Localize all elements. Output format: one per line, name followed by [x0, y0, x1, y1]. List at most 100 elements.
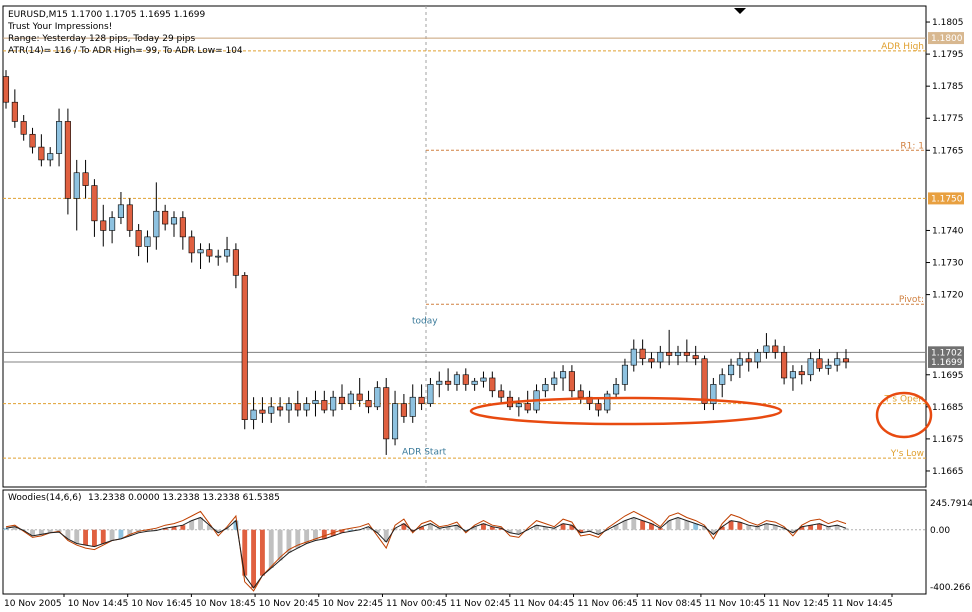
candle-body: [683, 352, 690, 356]
candle-body: [754, 352, 761, 363]
candle-body: [383, 387, 390, 440]
candle-body: [409, 396, 416, 417]
level-label: R1: 1: [900, 141, 924, 151]
candle-body: [338, 396, 346, 404]
x-tick-label: 10 Nov 16:45: [131, 599, 192, 609]
candle-body: [745, 358, 752, 363]
x-tick-label: 10 Nov 14:45: [68, 599, 129, 609]
highlight-ellipse: [469, 396, 783, 426]
candle-body: [807, 358, 814, 376]
candle-body: [250, 409, 257, 420]
x-tick-label: 10 Nov 2005: [4, 599, 62, 609]
level-label: Y's Low: [890, 449, 924, 459]
price-tag-label: 1.1702: [931, 348, 963, 358]
candle-body: [215, 255, 222, 258]
candle-body: [719, 374, 726, 385]
candle-body: [73, 172, 80, 199]
candle-body: [842, 358, 850, 363]
indicator-values: 13.2338 0.0000 13.2338 13.2338 61.5385: [88, 493, 280, 503]
price-tag: [928, 346, 964, 359]
candle-body: [197, 249, 204, 254]
candle-body: [294, 403, 301, 411]
y-tick-label: 1.1765: [932, 146, 964, 156]
candle-body: [170, 217, 178, 225]
candle-body: [11, 101, 18, 122]
y-tick-label: 1.1730: [932, 259, 964, 269]
x-tick-label: 10 Nov 18:45: [195, 599, 256, 609]
candle-body: [577, 390, 584, 398]
candle-body: [728, 364, 735, 376]
atr-line: ATR(14)= 116 / To ADR High= 99, To ADR L…: [8, 46, 243, 56]
candle-body: [109, 217, 116, 231]
level-label: Pivot:: [899, 295, 924, 305]
y-tick-label: 1.1665: [932, 467, 964, 477]
candle-body: [153, 210, 160, 238]
range-line: Range: Yesterday 128 pips, Today 29 pips: [8, 34, 195, 44]
indicator-zero-tick: 0.00: [930, 526, 950, 536]
candle-body: [436, 380, 443, 385]
y-tick-label: 1.1785: [932, 82, 964, 92]
candle-body: [489, 377, 496, 392]
x-tick-label: 11 Nov 02:45: [450, 599, 511, 609]
x-tick-label: 10 Nov 20:45: [259, 599, 320, 609]
chart-shift-marker-icon[interactable]: [734, 8, 746, 14]
candle-body: [47, 153, 54, 161]
candle-body: [453, 374, 460, 385]
candle-body: [285, 403, 292, 411]
candle-body: [365, 400, 372, 408]
candle-body: [20, 121, 27, 135]
candle-body: [29, 133, 36, 148]
candle-body: [736, 358, 743, 366]
candle-body: [277, 406, 284, 411]
candle-body: [100, 220, 107, 231]
price-tag-label: 1.1750: [931, 194, 963, 204]
candle-body: [392, 403, 399, 440]
candle-body: [524, 403, 531, 411]
y-tick-label: 1.1775: [932, 114, 964, 124]
y-tick-label: 1.1685: [932, 403, 964, 413]
indicator-name: Woodies(14,6,6): [8, 493, 81, 503]
chart-subtitle: Trust Your Impressions!: [7, 22, 112, 32]
candle-body: [639, 348, 646, 360]
candle-body: [798, 371, 805, 376]
highlight-circle: [875, 391, 933, 439]
y-tick-label: 1.1720: [932, 291, 964, 301]
candle-body: [56, 121, 63, 154]
candle-body: [834, 358, 841, 366]
candle-body: [560, 371, 567, 379]
y-tick-label: 1.1675: [932, 435, 964, 445]
price-frame: [2, 5, 927, 488]
candle-body: [657, 352, 664, 363]
candle-body: [674, 352, 682, 356]
candle-body: [303, 403, 310, 411]
candle-body: [117, 204, 124, 218]
candle-body: [781, 352, 788, 379]
candle-body: [462, 374, 469, 385]
candle-body: [666, 352, 673, 356]
candle-body: [763, 345, 770, 353]
candle-body: [816, 358, 823, 369]
candle-body: [498, 390, 505, 398]
candle-body: [621, 364, 628, 385]
candle-body: [400, 403, 407, 417]
level-label: ADR High: [881, 42, 924, 52]
candle-body: [347, 393, 354, 404]
x-tick-label: 11 Nov 06:45: [577, 599, 638, 609]
y-tick-label: 1.1795: [932, 50, 964, 60]
cci14-line: [5, 516, 847, 589]
candle-body: [480, 377, 487, 382]
price-plot[interactable]: ADR High R1: 1 Pivot: T's Open Y's Low 1.1805…: [2, 5, 964, 488]
candle-body: [710, 384, 717, 404]
today-annotation: today: [412, 316, 438, 326]
x-tick-label: 11 Nov 08:45: [641, 599, 702, 609]
indicator-plot[interactable]: 10 Nov 2005 10 Nov 14:45 10 Nov 16:45 10 No…: [2, 489, 972, 609]
candle-body: [825, 364, 832, 369]
candle-body: [241, 275, 248, 420]
y-tick-label: 1.1740: [932, 226, 964, 236]
candle-body: [2, 76, 10, 103]
price-tag-label: 1.1800: [931, 34, 963, 44]
candle-body: [91, 185, 98, 222]
candle-body: [126, 204, 133, 231]
candle-body: [418, 396, 425, 404]
